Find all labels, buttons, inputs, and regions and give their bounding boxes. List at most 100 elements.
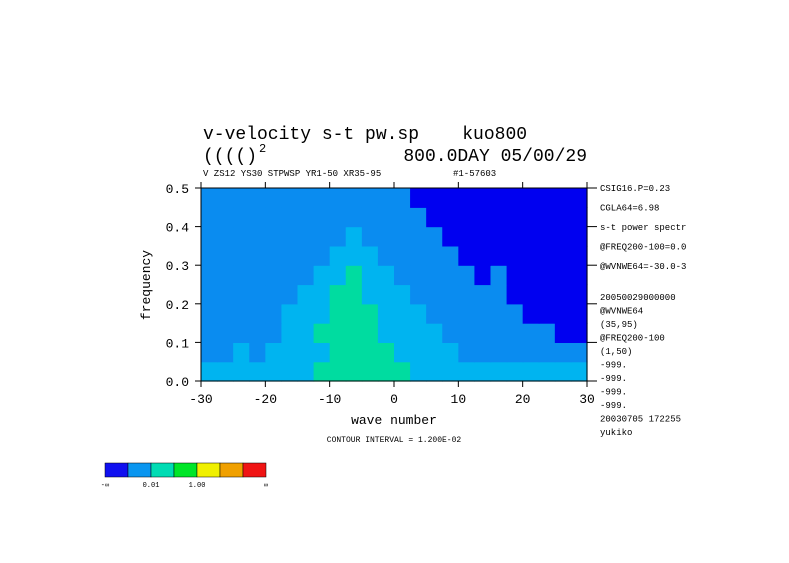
field-cell <box>506 342 524 363</box>
field-cell <box>442 323 459 343</box>
y-tick-label: 0.2 <box>166 298 189 313</box>
field-cell <box>361 188 379 208</box>
field-cell <box>426 207 443 228</box>
field-cell <box>297 303 315 324</box>
field-cell <box>538 284 556 305</box>
field-cell <box>522 303 540 324</box>
field-cell <box>377 265 395 286</box>
field-cell <box>538 188 556 208</box>
field-cell <box>329 245 347 266</box>
field-cell <box>281 265 299 286</box>
field-cell <box>410 265 427 286</box>
field-cell <box>490 284 508 305</box>
field-cell <box>233 226 250 247</box>
field-cell <box>233 265 250 286</box>
field-cell <box>506 265 524 286</box>
x-tick-label: 0 <box>390 392 398 407</box>
field-cell <box>506 226 524 247</box>
field-cell <box>265 226 283 247</box>
field-cell <box>249 207 266 228</box>
field-cell <box>522 245 540 266</box>
y-tick-label: 0.1 <box>166 336 190 351</box>
header-right: #1-57603 <box>453 169 496 179</box>
note: @FREQ200-100=0.0 <box>600 243 686 253</box>
field-cell <box>490 342 508 363</box>
field-cell <box>458 226 476 247</box>
field-cell <box>554 245 572 266</box>
note: CGLA64=6.98 <box>600 204 659 214</box>
field-cell <box>201 245 218 266</box>
field-cell <box>426 284 443 305</box>
colorbar-label: 0.01 <box>143 482 160 490</box>
field-cell <box>313 284 331 305</box>
field-cell <box>201 226 218 247</box>
field-cell <box>249 188 266 208</box>
field-cell <box>458 342 476 363</box>
y-tick-label: 0.3 <box>166 259 189 274</box>
field-cell <box>297 245 315 266</box>
field-cell <box>522 323 540 343</box>
field-cell <box>554 265 572 286</box>
field-cell <box>474 226 492 247</box>
field-cell <box>394 265 411 286</box>
field-cell <box>458 361 476 382</box>
field-cell <box>297 188 315 208</box>
field-cell <box>554 188 572 208</box>
note: s-t power spectr <box>600 223 686 233</box>
field-cell <box>361 245 379 266</box>
subtitle-right: 800.0DAY 05/00/29 <box>403 147 587 167</box>
field-cell <box>474 323 492 343</box>
note: -999. <box>600 361 627 371</box>
field-cell <box>458 284 476 305</box>
field-cell <box>522 361 540 382</box>
field-cell <box>474 188 492 208</box>
field-cell <box>233 245 250 266</box>
field-cell <box>249 342 266 363</box>
colorbar-box <box>196 462 221 478</box>
field-cell <box>426 226 443 247</box>
field-cell <box>361 303 379 324</box>
field-cell <box>345 226 363 247</box>
field-cell <box>538 303 556 324</box>
field-cell <box>217 265 234 286</box>
field-cell <box>426 265 443 286</box>
field-cell <box>506 207 524 228</box>
field-cell <box>474 245 492 266</box>
field-cell <box>442 303 459 324</box>
field-cell <box>265 188 283 208</box>
note: (1,50) <box>600 347 632 357</box>
field-cell <box>426 342 443 363</box>
field-cell <box>570 245 588 266</box>
field-cell <box>554 361 572 382</box>
field-cell <box>377 303 395 324</box>
field-cell <box>538 361 556 382</box>
field-cell <box>490 188 508 208</box>
field-cell <box>281 342 299 363</box>
field-cell <box>345 303 363 324</box>
field-cell <box>522 284 540 305</box>
field-cell <box>426 361 443 382</box>
field-cell <box>345 207 363 228</box>
field-cell <box>442 265 459 286</box>
field-cell <box>249 265 266 286</box>
field-cell <box>281 207 299 228</box>
field-cell <box>538 323 556 343</box>
field-cell <box>442 342 459 363</box>
field-cell <box>345 284 363 305</box>
note: @WVNWE64 <box>600 307 643 317</box>
field-cell <box>313 361 331 382</box>
field-cell <box>570 226 588 247</box>
field-cell <box>281 303 299 324</box>
field-cell <box>394 342 411 363</box>
field-cell <box>410 188 427 208</box>
field-cell <box>313 207 331 228</box>
field-cell <box>490 226 508 247</box>
field-cell <box>538 226 556 247</box>
colorbar-box <box>173 462 198 478</box>
note: @WVNWE64=-30.0-3 <box>600 262 686 272</box>
field-cell <box>313 342 331 363</box>
field-cell <box>442 361 459 382</box>
field-cell <box>201 188 218 208</box>
field-cell <box>249 323 266 343</box>
